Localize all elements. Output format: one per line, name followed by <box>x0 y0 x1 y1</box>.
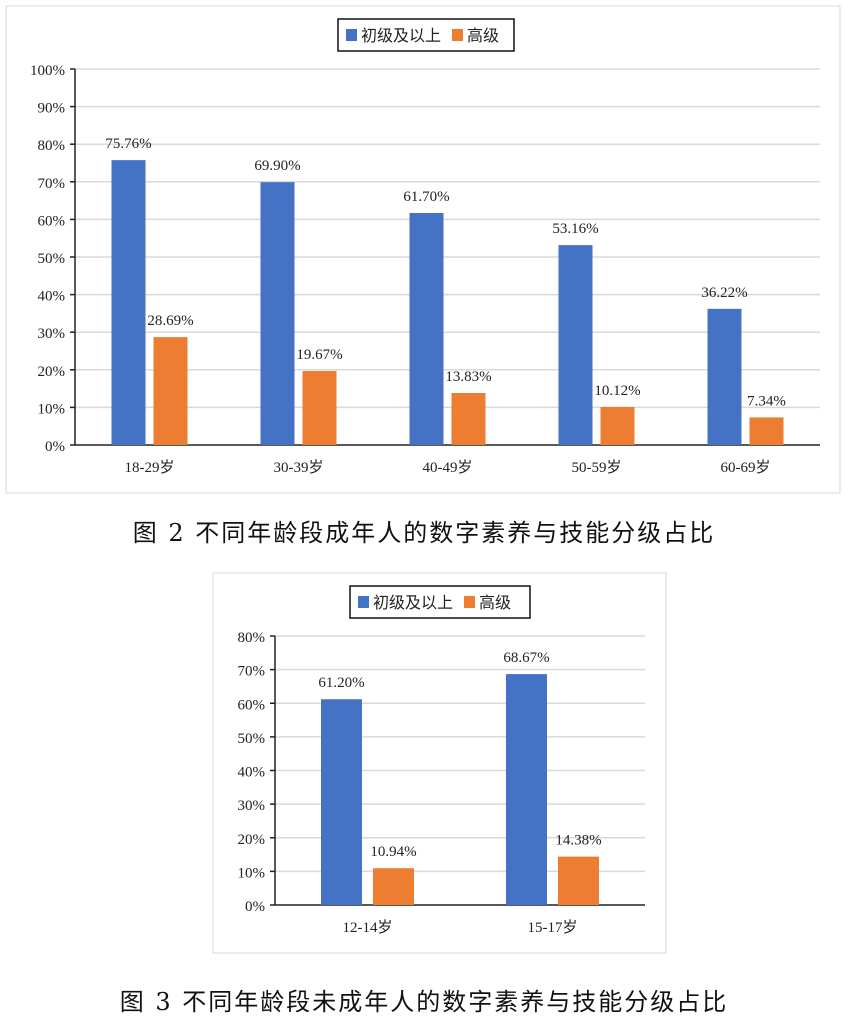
chart3-y-tick-label: 50% <box>238 731 266 747</box>
chart3-data-label: 14.38% <box>555 833 601 849</box>
chart2-bar-advanced <box>302 371 337 445</box>
chart2-y-tick-label: 30% <box>38 326 66 342</box>
chart2-bar-primary <box>111 160 146 445</box>
chart2-y-tick-label: 40% <box>38 289 66 305</box>
chart2-x-tick-label: 60-69岁 <box>721 459 771 476</box>
chart3-y-tick-label: 80% <box>238 630 266 646</box>
chart2-y-tick-label: 90% <box>38 101 66 117</box>
chart2-y-tick-label: 0% <box>45 439 65 455</box>
chart2-y-tick-label: 10% <box>38 401 66 417</box>
chart3-y-tick-label: 20% <box>238 832 266 848</box>
chart2-bar-primary <box>558 245 593 445</box>
chart3-legend-swatch <box>464 596 475 608</box>
chart3-legend-label: 初级及以上 <box>373 593 453 612</box>
chart2-bar-primary <box>260 182 295 445</box>
chart3-x-tick-label: 15-17岁 <box>528 919 578 936</box>
chart3-y-tick-label: 40% <box>238 765 266 781</box>
chart3-y-tick-label: 30% <box>238 798 266 814</box>
chart2-data-label: 19.67% <box>296 347 342 363</box>
chart2-y-tick-label: 100% <box>30 63 65 79</box>
chart2-bar-primary <box>707 308 742 445</box>
figure-2-caption: 图 2 不同年龄段成年人的数字素养与技能分级占比 <box>132 519 716 547</box>
chart2-x-tick-label: 18-29岁 <box>125 459 175 476</box>
chart2-y-tick-label: 70% <box>38 176 66 192</box>
chart2-y-tick-label: 60% <box>38 213 66 229</box>
chart3-bar-advanced <box>558 856 599 905</box>
chart3-x-tick-label: 12-14岁 <box>343 919 393 936</box>
chart2-y-tick-label: 20% <box>38 364 66 380</box>
chart3-y-tick-label: 0% <box>245 899 265 915</box>
chart3-y-tick-label: 10% <box>238 865 266 881</box>
chart3-bar-primary <box>321 699 362 905</box>
chart3-data-label: 10.94% <box>370 844 416 860</box>
chart3-legend-label: 高级 <box>479 593 511 612</box>
chart2-x-tick-label: 40-49岁 <box>423 459 473 476</box>
chart2-legend-swatch <box>346 29 357 41</box>
chart3-legend-swatch <box>358 596 369 608</box>
chart2-data-label: 69.90% <box>254 158 300 174</box>
chart2-bar-advanced <box>153 337 188 445</box>
chart2-data-label: 7.34% <box>747 393 786 409</box>
chart2-data-label: 36.22% <box>701 285 747 301</box>
chart2-data-label: 28.69% <box>147 313 193 329</box>
chart2-y-tick-label: 80% <box>38 138 66 154</box>
chart3-y-tick-label: 60% <box>238 697 266 713</box>
chart3-bar-advanced <box>373 868 414 905</box>
figure-3-caption: 图 3 不同年龄段未成年人的数字素养与技能分级占比 <box>119 988 729 1016</box>
chart2-bar-primary <box>409 213 444 445</box>
chart2-y-tick-label: 50% <box>38 251 66 267</box>
chart2-bar-advanced <box>451 392 486 445</box>
chart3-legend-box <box>349 585 531 619</box>
chart2-legend-label: 高级 <box>467 26 499 45</box>
chart2-bar-advanced <box>749 417 784 445</box>
chart2-bar-advanced <box>600 406 635 445</box>
chart2-data-label: 75.76% <box>105 136 151 152</box>
chart3-bar-primary <box>506 674 547 905</box>
chart2-data-label: 61.70% <box>403 189 449 205</box>
chart2-data-label: 53.16% <box>552 221 598 237</box>
chart2-legend-swatch <box>452 29 463 41</box>
chart3-data-label: 61.20% <box>318 675 364 691</box>
chart3-y-tick-label: 70% <box>238 664 266 680</box>
chart2-x-tick-label: 50-59岁 <box>572 459 622 476</box>
chart2-legend-label: 初级及以上 <box>361 26 441 45</box>
chart2-data-label: 10.12% <box>594 383 640 399</box>
chart2-legend-box <box>337 18 515 52</box>
chart3-data-label: 68.67% <box>503 650 549 666</box>
chart2-x-tick-label: 30-39岁 <box>274 459 324 476</box>
chart2-data-label: 13.83% <box>445 369 491 385</box>
